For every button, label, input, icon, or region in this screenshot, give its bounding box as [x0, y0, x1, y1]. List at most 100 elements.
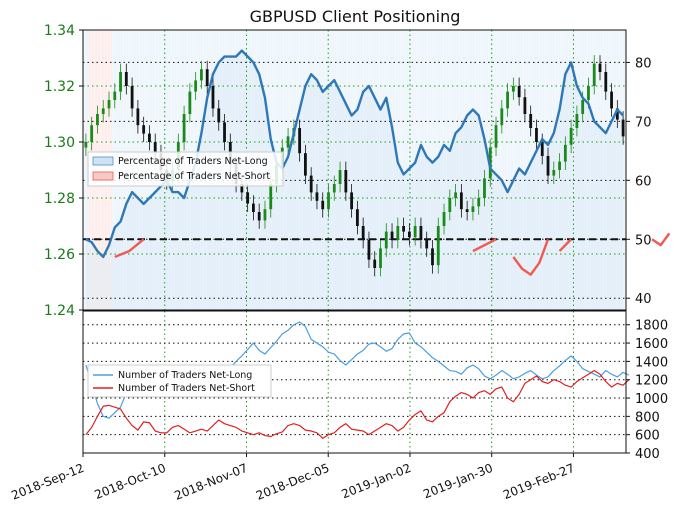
pct-net-short-segment — [512, 238, 550, 276]
background-band — [522, 30, 529, 310]
candle-body — [205, 69, 209, 86]
background-band — [574, 30, 581, 310]
candle-body — [338, 170, 342, 184]
candle-body — [396, 226, 400, 240]
candle-body — [390, 231, 394, 240]
top-panel-frame — [82, 29, 627, 311]
date-tick-label: 2019-Jan-02 — [340, 461, 414, 502]
candle-body — [269, 184, 273, 210]
background-band — [377, 30, 384, 310]
candle-body — [587, 86, 590, 100]
candle-body — [148, 133, 151, 142]
candle-body — [413, 226, 417, 238]
pct-tick-label: 80 — [635, 56, 652, 71]
candle-body — [298, 128, 302, 154]
background-band — [290, 30, 298, 310]
background-band — [533, 30, 540, 310]
count-axis: 400 600 800 1000 1200 1400 1600 1800 — [626, 319, 668, 462]
candle-body — [575, 114, 579, 128]
candle-body — [142, 125, 146, 134]
background-band — [504, 30, 511, 310]
candle-body — [494, 125, 498, 148]
background-band — [585, 30, 592, 310]
price-tick-label: 1.34 — [44, 23, 75, 39]
count-tick-label: 1000 — [635, 392, 668, 407]
candle-body — [373, 259, 377, 268]
background-band — [394, 30, 402, 310]
candle-body — [350, 192, 354, 210]
candle-body — [448, 198, 452, 212]
background-band — [354, 30, 361, 310]
candle-body — [315, 192, 319, 201]
candle-body — [96, 114, 99, 126]
count-tick-label: 400 — [635, 447, 660, 462]
background-band — [452, 30, 459, 310]
background-band — [296, 30, 303, 310]
legend-label-net-long: Percentage of Traders Net-Long — [118, 156, 268, 167]
candle-body — [621, 119, 625, 137]
candle-body — [84, 142, 88, 148]
candle-body — [500, 108, 504, 126]
candle-body — [581, 100, 585, 114]
background-band — [83, 30, 90, 310]
candle-body — [327, 192, 330, 210]
count-tick-label: 800 — [635, 410, 660, 425]
background-band — [579, 30, 586, 310]
price-tick-label: 1.32 — [44, 79, 75, 95]
candle-body — [217, 108, 221, 123]
candle-body — [419, 226, 423, 240]
pct-net-short-segment — [114, 238, 145, 259]
top-legend-box — [87, 151, 284, 187]
candle-body — [558, 161, 561, 170]
candle-body — [119, 72, 122, 92]
count-tick-label: 1800 — [635, 319, 668, 334]
background-band — [435, 30, 442, 310]
background-band — [285, 30, 292, 310]
top-legend: Percentage of Traders Net-Long Percentag… — [87, 151, 284, 187]
bottom-panel-frame — [82, 310, 627, 454]
candle-body — [107, 100, 111, 109]
candle-body — [211, 86, 215, 109]
candle-body — [598, 63, 602, 72]
price-tick-label: 1.28 — [44, 191, 75, 207]
price-tick-label: 1.26 — [44, 247, 75, 263]
x-axis: 2018-Sep-12 2018-Oct-10 2018-Nov-07 2018-De… — [9, 453, 577, 503]
candle-body — [511, 86, 515, 92]
count-tick-label: 1200 — [635, 374, 668, 389]
candle-body — [604, 72, 608, 92]
candle-body — [263, 209, 267, 221]
candle-body — [240, 184, 244, 193]
background-band — [608, 30, 615, 310]
pct-tick-label: 40 — [635, 292, 652, 307]
pct-axis: 40 50 60 70 80 — [626, 56, 652, 307]
candle-body — [223, 122, 226, 142]
candle-body — [517, 86, 521, 98]
candle-body — [454, 192, 457, 198]
background-band — [348, 30, 355, 310]
candle-body — [303, 153, 307, 176]
candle-body — [546, 156, 550, 176]
candle-body — [471, 206, 475, 212]
price-axis: 1.24 1.26 1.28 1.30 1.32 1.34 — [44, 23, 83, 319]
candle-body — [563, 144, 567, 162]
count-tick-label: 1600 — [635, 337, 668, 352]
candle-body — [569, 128, 573, 145]
candle-body — [483, 178, 486, 198]
legend-label-count-short: Number of Traders Net-Short — [118, 383, 255, 394]
price-tick-label: 1.24 — [44, 303, 75, 319]
candle-body — [101, 108, 105, 114]
candle-body — [367, 240, 371, 260]
bottom-legend-box — [87, 364, 272, 398]
candle-body — [552, 170, 556, 176]
top-panel: 1.24 1.26 1.28 1.30 1.32 1.34 40 50 60 70 80 Perc… — [44, 23, 671, 319]
chart-title: GBPUSD Client Positioning — [250, 7, 461, 26]
background-band — [400, 30, 407, 310]
background-band — [366, 30, 373, 310]
candle-body — [355, 209, 359, 226]
candle-body — [402, 226, 406, 232]
background-band — [498, 30, 505, 310]
candle-body — [136, 108, 140, 126]
candle-body — [465, 209, 469, 212]
date-tick-label: 2018-Sep-12 — [9, 461, 86, 503]
